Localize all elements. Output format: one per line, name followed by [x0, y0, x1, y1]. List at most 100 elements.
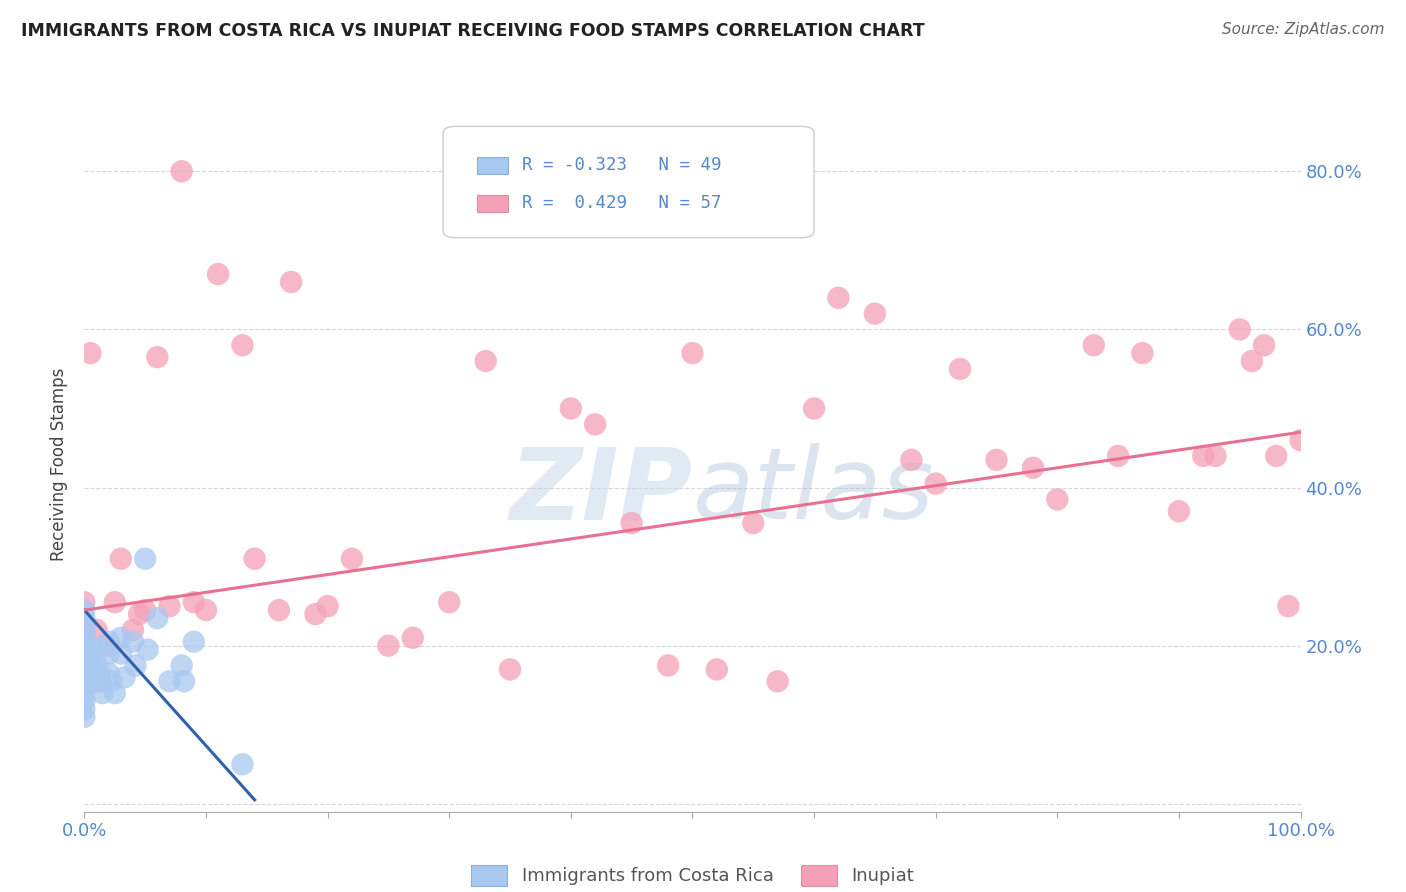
- Point: [73, 678, 96, 692]
- Point: [128, 607, 150, 621]
- Point: [1132, 346, 1154, 360]
- Point: [231, 757, 253, 772]
- Point: [73, 662, 96, 676]
- Point: [583, 417, 606, 432]
- Point: [925, 476, 948, 491]
- Text: R =  0.429   N = 57: R = 0.429 N = 57: [522, 194, 721, 212]
- Point: [1240, 354, 1263, 368]
- Point: [377, 639, 399, 653]
- Point: [122, 634, 145, 648]
- Point: [79, 639, 101, 653]
- Point: [73, 619, 96, 633]
- Point: [986, 453, 1008, 467]
- Point: [1229, 322, 1251, 336]
- Point: [766, 674, 789, 689]
- Point: [316, 599, 339, 614]
- Point: [1046, 492, 1069, 507]
- Point: [706, 662, 728, 676]
- Point: [73, 642, 96, 657]
- Point: [79, 650, 101, 665]
- Point: [159, 599, 181, 614]
- Point: [900, 453, 922, 467]
- Point: [73, 670, 96, 684]
- Point: [742, 516, 765, 530]
- Point: [1192, 449, 1215, 463]
- Point: [86, 658, 108, 673]
- Point: [73, 623, 96, 637]
- Point: [73, 666, 96, 681]
- Point: [1289, 433, 1312, 447]
- Point: [499, 662, 522, 676]
- Point: [863, 307, 886, 321]
- Point: [82, 658, 104, 673]
- Text: atlas: atlas: [693, 443, 934, 541]
- Point: [73, 603, 96, 617]
- Point: [84, 674, 107, 689]
- Point: [183, 595, 205, 609]
- Point: [87, 666, 110, 681]
- Point: [91, 686, 114, 700]
- Point: [682, 346, 704, 360]
- Text: Source: ZipAtlas.com: Source: ZipAtlas.com: [1222, 22, 1385, 37]
- Point: [73, 694, 96, 708]
- Point: [827, 291, 849, 305]
- Point: [86, 642, 108, 657]
- Point: [73, 611, 96, 625]
- Point: [73, 639, 96, 653]
- Point: [159, 674, 181, 689]
- Point: [1083, 338, 1105, 352]
- FancyBboxPatch shape: [443, 127, 814, 238]
- Point: [97, 666, 120, 681]
- Point: [73, 710, 96, 724]
- Point: [439, 595, 461, 609]
- Point: [100, 674, 122, 689]
- Point: [1204, 449, 1226, 463]
- Point: [97, 639, 120, 653]
- Point: [207, 267, 229, 281]
- Point: [97, 647, 120, 661]
- Point: [79, 346, 101, 360]
- Point: [73, 650, 96, 665]
- Point: [183, 634, 205, 648]
- Point: [73, 634, 96, 648]
- Point: [170, 164, 193, 178]
- Point: [73, 595, 96, 609]
- Point: [86, 674, 108, 689]
- Y-axis label: Receiving Food Stamps: Receiving Food Stamps: [51, 368, 69, 560]
- Point: [110, 647, 132, 661]
- Point: [280, 275, 302, 289]
- FancyBboxPatch shape: [477, 194, 508, 212]
- Point: [86, 623, 108, 637]
- Point: [402, 631, 425, 645]
- Point: [134, 551, 156, 566]
- Point: [104, 595, 127, 609]
- Point: [1167, 504, 1189, 518]
- Point: [146, 611, 169, 625]
- Point: [73, 655, 96, 669]
- Point: [110, 551, 132, 566]
- Point: [73, 674, 96, 689]
- Legend: Immigrants from Costa Rica, Inupiat: Immigrants from Costa Rica, Inupiat: [464, 858, 921, 892]
- Point: [83, 666, 105, 681]
- Point: [170, 658, 193, 673]
- Point: [110, 631, 132, 645]
- Point: [136, 642, 159, 657]
- Point: [243, 551, 266, 566]
- Point: [267, 603, 290, 617]
- Point: [97, 634, 120, 648]
- Text: IMMIGRANTS FROM COSTA RICA VS INUPIAT RECEIVING FOOD STAMPS CORRELATION CHART: IMMIGRANTS FROM COSTA RICA VS INUPIAT RE…: [21, 22, 925, 40]
- Point: [1265, 449, 1288, 463]
- Point: [114, 670, 136, 684]
- Text: R = -0.323   N = 49: R = -0.323 N = 49: [522, 156, 721, 175]
- Point: [620, 516, 643, 530]
- Point: [195, 603, 218, 617]
- Point: [73, 686, 96, 700]
- Point: [73, 631, 96, 645]
- Point: [173, 674, 195, 689]
- Point: [124, 658, 146, 673]
- Point: [73, 702, 96, 716]
- Point: [134, 603, 156, 617]
- FancyBboxPatch shape: [477, 157, 508, 174]
- Point: [1277, 599, 1299, 614]
- Point: [1253, 338, 1275, 352]
